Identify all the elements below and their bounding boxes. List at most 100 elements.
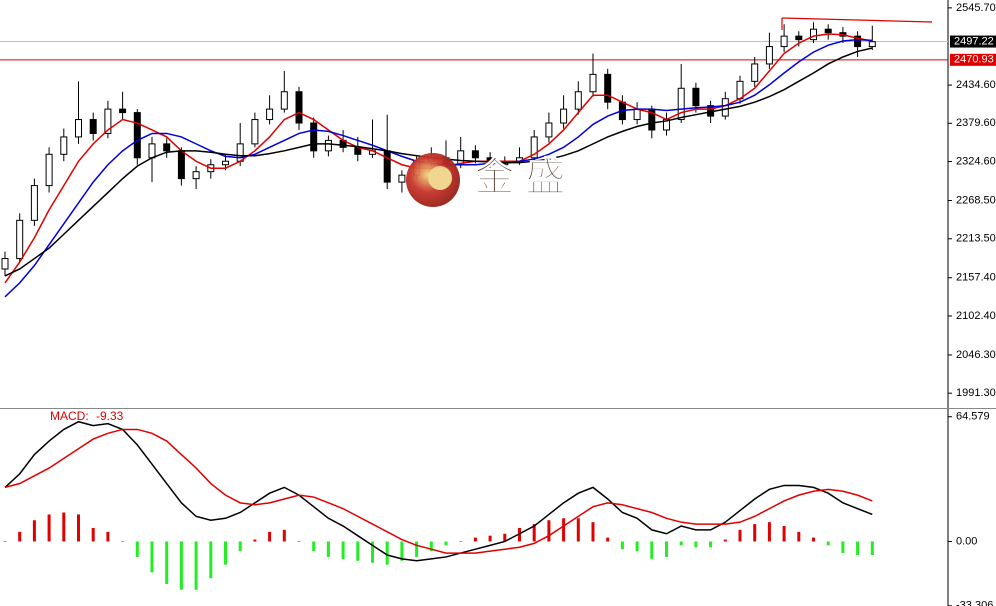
y-tick-label: 0.00 (956, 535, 977, 547)
histogram-bar (488, 535, 492, 542)
histogram-bar (224, 541, 227, 565)
y-tick-label: 2213.50 (956, 233, 996, 245)
histogram-bar (576, 518, 580, 542)
histogram-bar (297, 541, 301, 542)
candle-body (765, 46, 773, 65)
candle-body (398, 174, 406, 183)
candle-body (604, 73, 612, 103)
indicator-value: -9.33 (96, 409, 124, 423)
candle-body (751, 63, 759, 82)
histogram-bar (312, 541, 316, 552)
histogram-bar (415, 541, 419, 557)
candle-body (75, 119, 82, 138)
y-tick-label: 2046.30 (956, 349, 996, 361)
candle-body (780, 35, 788, 48)
candle-body (163, 143, 171, 152)
candle-body (236, 143, 244, 162)
histogram-bar (77, 514, 80, 542)
histogram-bar (385, 541, 389, 565)
histogram-bar (767, 522, 771, 542)
histogram-bar (268, 531, 272, 542)
candle-body (530, 136, 538, 159)
histogram-bar (47, 514, 51, 542)
price-label: 2497.22 (954, 35, 994, 47)
candle-body (192, 171, 200, 180)
candle-body (560, 108, 568, 124)
histogram-bar (473, 537, 477, 542)
histogram-bar (371, 541, 374, 563)
candle-body (810, 28, 817, 41)
candle-body (104, 108, 112, 134)
histogram-bar (400, 541, 404, 561)
trend-line (781, 17, 933, 23)
y-tick-label: 1991.30 (956, 387, 996, 399)
histogram-bar (356, 541, 360, 561)
candle-body (471, 150, 479, 159)
histogram-bar (253, 539, 257, 542)
histogram-bar (620, 541, 624, 550)
y-tick-label: 2102.40 (956, 310, 996, 322)
histogram-bar (650, 541, 654, 559)
histogram-bar (547, 520, 551, 542)
candle-body (868, 41, 876, 48)
candle-body (60, 136, 68, 155)
logo-inner (428, 166, 452, 190)
histogram-bar (856, 541, 860, 556)
candle-body (589, 73, 597, 93)
candle-body (574, 91, 582, 110)
candle-body (295, 91, 303, 124)
candle-body (795, 35, 803, 41)
candle-body (251, 119, 259, 145)
histogram-bar (841, 541, 845, 554)
y-tick-label: -33.306 (956, 600, 993, 606)
histogram-bar (665, 541, 668, 557)
indicator-label: MACD: (50, 409, 89, 423)
histogram-bar (826, 541, 830, 546)
y-tick-label: 2157.40 (956, 272, 996, 284)
y-tick-label: 2324.60 (956, 155, 996, 167)
candle-body (692, 87, 700, 107)
price-label-box (950, 35, 996, 48)
macd-line (4, 420, 873, 562)
candle-body (633, 108, 641, 121)
candle-body (148, 143, 156, 159)
histogram-bar (532, 524, 536, 542)
candle-body (721, 98, 729, 117)
histogram-bar (341, 541, 345, 559)
watermark-text: 金 盛 (473, 155, 565, 200)
candle-body (280, 91, 288, 110)
candle-body (133, 112, 141, 159)
candle-body (266, 108, 274, 121)
histogram-bar (238, 541, 242, 552)
candle-body (30, 185, 38, 221)
histogram-bar (444, 541, 448, 546)
histogram-bar (503, 533, 507, 542)
histogram-bar (679, 541, 683, 546)
candle-body (324, 139, 332, 152)
candle-body (677, 87, 685, 121)
y-tick-label: 64.579 (956, 411, 990, 423)
histogram-bar (591, 522, 595, 542)
histogram-bar (3, 541, 7, 542)
candle-body (45, 153, 53, 187)
candle-body (310, 122, 318, 152)
histogram-bar (753, 524, 757, 542)
histogram-bar (518, 527, 521, 542)
candle-body (222, 160, 229, 166)
histogram-bar (429, 541, 433, 552)
candle-body (383, 150, 391, 183)
y-tick-label: 2268.50 (956, 194, 996, 206)
price-label: 2470.93 (954, 54, 994, 66)
histogram-bar (106, 531, 110, 542)
histogram-bar (179, 541, 183, 590)
y-tick-label: 2434.60 (956, 79, 996, 91)
histogram-bar (121, 541, 125, 542)
candle-body (854, 35, 862, 48)
histogram-bar (150, 541, 154, 573)
histogram-bar (782, 526, 786, 542)
histogram-bar (709, 541, 713, 548)
candle-body (736, 80, 744, 100)
candle-body (89, 119, 97, 134)
